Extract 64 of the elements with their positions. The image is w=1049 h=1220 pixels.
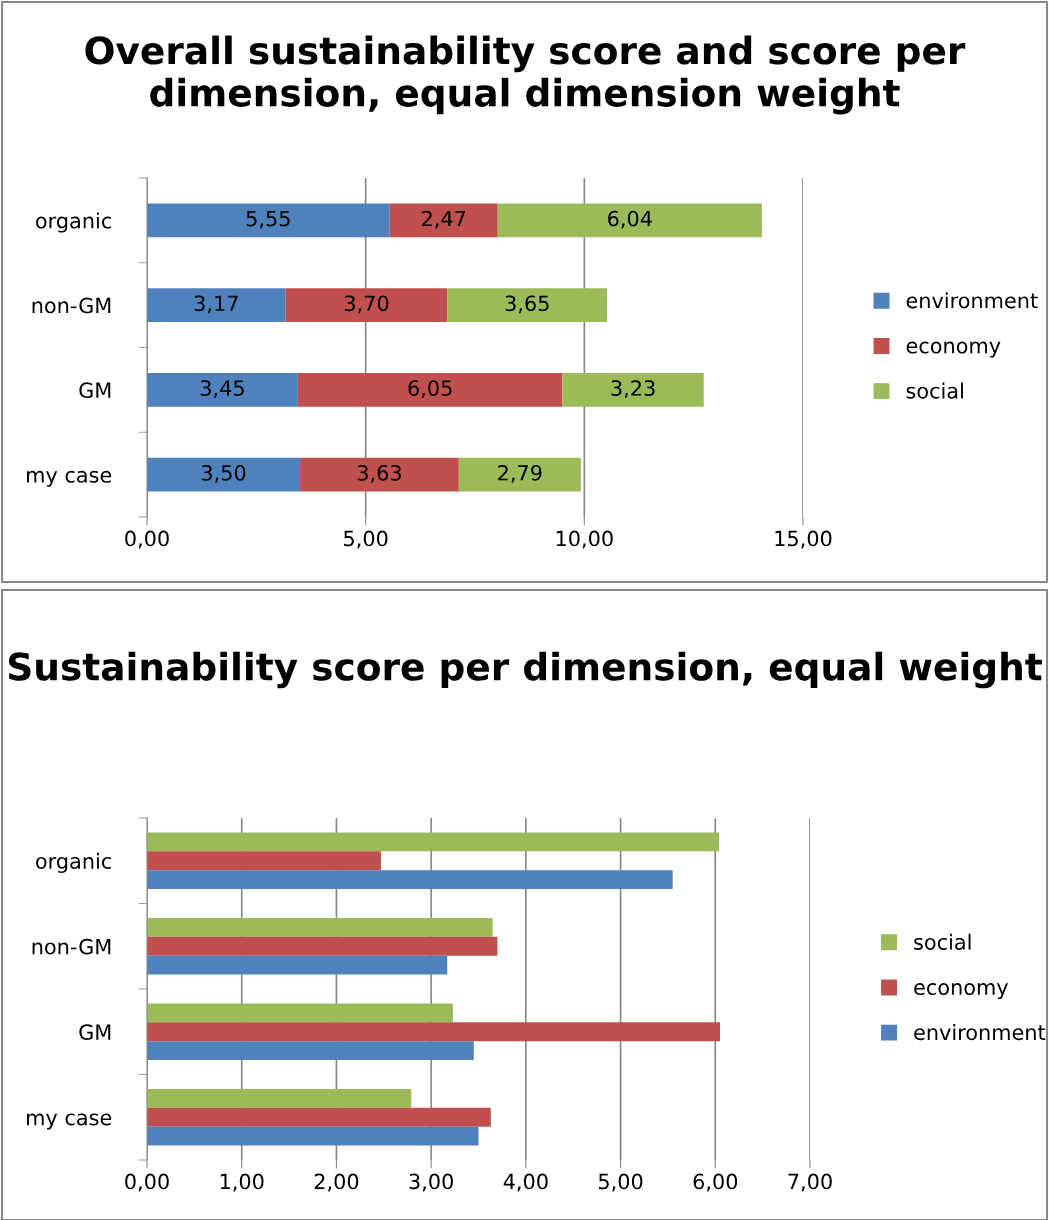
bar	[562, 372, 704, 407]
bar	[458, 457, 581, 492]
bar	[147, 1089, 412, 1108]
y-tick-label: non-GM	[32, 297, 111, 314]
legend-label: economy	[914, 983, 1009, 1000]
y-tick-label: GM	[79, 1024, 111, 1040]
x-tick-label: 4,00	[503, 1173, 548, 1192]
x-tick-label: 0,00	[125, 530, 169, 549]
legend-label: economy	[906, 341, 1001, 358]
x-tick-label: 1,00	[220, 1173, 264, 1192]
bar	[447, 288, 608, 323]
y-tick-label: GM	[79, 382, 111, 399]
legend-label: environment	[914, 1024, 1046, 1041]
x-tick-label: 15,00	[775, 530, 832, 549]
bar	[497, 203, 762, 238]
bar	[147, 1041, 474, 1060]
bar	[147, 1022, 721, 1042]
y-tick-label: my case	[27, 1113, 112, 1130]
legend-label: social	[914, 933, 971, 950]
data-label: 6,04	[608, 210, 652, 229]
data-label: 6,05	[408, 380, 452, 399]
y-tick-label: organic	[36, 212, 111, 233]
y-tick-label: my case	[27, 470, 112, 487]
x-tick-label: 5,00	[344, 530, 388, 549]
x-tick-label: 7,00	[788, 1173, 832, 1192]
bar	[300, 457, 459, 492]
bar	[147, 955, 448, 975]
data-label: 2,79	[498, 464, 542, 483]
legend-label: social	[906, 382, 963, 399]
x-tick-label: 6,00	[693, 1173, 738, 1192]
bar	[147, 203, 390, 238]
x-tick-label: 10,00	[556, 530, 613, 549]
bar	[285, 288, 448, 323]
bar	[147, 936, 498, 956]
bar	[147, 1107, 491, 1127]
bar	[297, 372, 563, 407]
data-label: 3,50	[201, 464, 246, 483]
bar	[147, 457, 301, 492]
chart-title: Sustainability score per dimension, equal weight	[8, 651, 1042, 689]
data-label: 3,45	[200, 380, 244, 399]
data-label: 5,55	[246, 210, 290, 229]
chart-title: Overall sustainability score and score per dimension, equal dimension weight	[85, 35, 966, 115]
bar	[147, 1003, 453, 1023]
data-label: 2,47	[422, 210, 466, 229]
data-label: 3,17	[194, 295, 238, 314]
bar	[389, 203, 498, 238]
data-label: 3,70	[344, 295, 389, 314]
x-tick-label: 2,00	[314, 1173, 359, 1192]
x-tick-label: 5,00	[598, 1173, 643, 1192]
data-label: 3,23	[611, 380, 655, 399]
legend-label: environment	[906, 292, 1038, 309]
bar	[147, 288, 286, 323]
bar	[147, 1126, 479, 1146]
data-label: 3,63	[357, 464, 401, 483]
y-tick-label: organic	[36, 852, 111, 873]
y-tick-label: non-GM	[32, 938, 111, 955]
x-tick-label: 0,00	[125, 1173, 169, 1192]
bar	[147, 832, 720, 852]
bar	[147, 851, 381, 871]
data-label: 3,65	[505, 295, 549, 314]
bar	[147, 870, 673, 889]
x-tick-label: 3,00	[409, 1173, 453, 1192]
bar	[147, 372, 298, 407]
bar	[147, 918, 493, 937]
